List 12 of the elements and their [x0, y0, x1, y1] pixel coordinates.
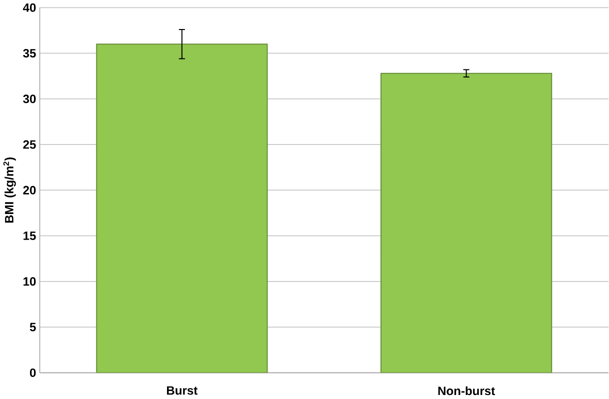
y-tick-label: 0 [30, 368, 36, 378]
x-tick-label: Burst [166, 386, 198, 395]
y-axis-title: BMI (kg/m$^{2}$) [3, 158, 16, 223]
y-tick-label: 40 [22, 4, 36, 12]
y-tick-label: 30 [23, 94, 36, 104]
y-tick-label: 5 [30, 323, 36, 332]
y-tick-label: 25 [23, 140, 36, 150]
y-tick-label: 10 [24, 277, 36, 286]
y-tick-label: 35 [23, 49, 36, 58]
y-tick-label: 15 [24, 232, 36, 240]
y-tick-label: 20 [23, 186, 36, 195]
x-tick-label: Non-burst [438, 386, 495, 396]
